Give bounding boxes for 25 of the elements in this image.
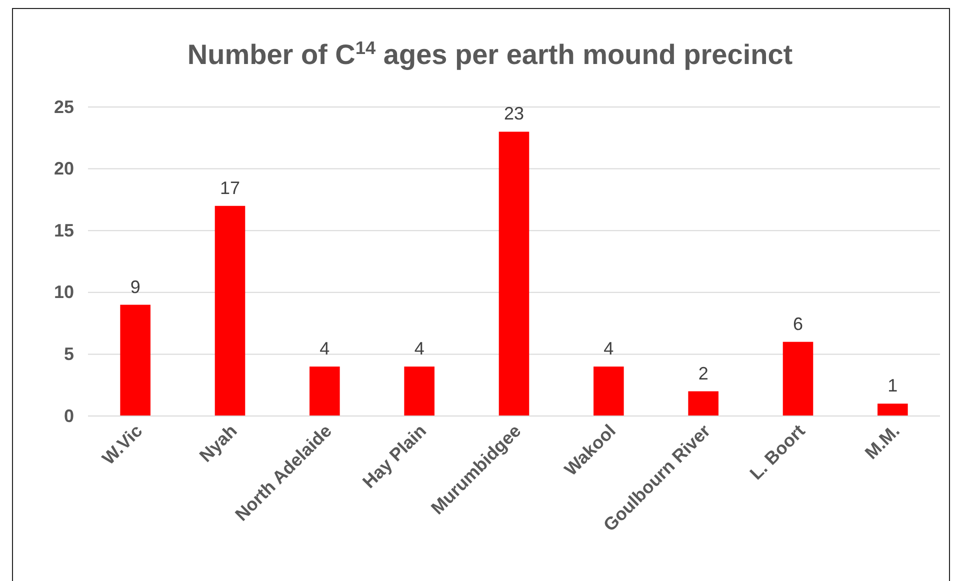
y-tick-label: 0 <box>64 406 74 426</box>
bar <box>782 342 814 416</box>
y-tick-label: 15 <box>54 220 74 240</box>
data-label: 4 <box>414 338 424 359</box>
bar <box>594 366 624 416</box>
data-label: 1 <box>888 376 898 396</box>
y-tick-label: 25 <box>54 96 74 117</box>
data-label: 6 <box>792 314 804 334</box>
y-tick-label: 5 <box>64 344 74 364</box>
y-tick-label: 10 <box>54 282 74 302</box>
bar <box>498 132 530 416</box>
data-label: 17 <box>220 178 240 198</box>
data-label: 4 <box>320 338 330 359</box>
data-label: 23 <box>504 104 524 124</box>
bar <box>688 391 718 416</box>
chart-title: Number of C$^{14}$ ages per earth mound precinct <box>187 38 793 70</box>
data-label: 9 <box>130 276 140 297</box>
bar <box>310 366 340 416</box>
bar <box>214 206 246 416</box>
y-tick-label: 20 <box>54 158 74 179</box>
bar <box>404 366 434 416</box>
bar <box>878 404 908 416</box>
bar <box>120 304 150 416</box>
data-label: 2 <box>698 363 708 384</box>
data-label: 4 <box>604 338 614 359</box>
